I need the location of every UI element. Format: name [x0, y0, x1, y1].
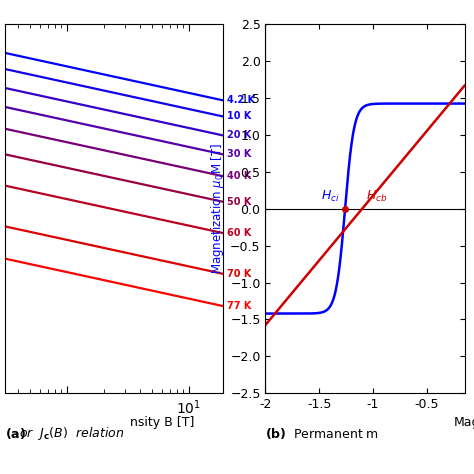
X-axis label: Magne: Magne: [454, 416, 474, 428]
X-axis label: nsity B [T]: nsity B [T]: [129, 416, 194, 428]
Text: 60 K: 60 K: [227, 228, 251, 238]
Text: $H_{ci}$: $H_{ci}$: [321, 189, 339, 204]
Text: 4.2 K: 4.2 K: [227, 95, 255, 105]
Text: 30 K: 30 K: [227, 149, 251, 159]
Text: 40 K: 40 K: [227, 171, 251, 181]
Text: 10 K: 10 K: [227, 111, 251, 121]
Text: $H_{cb}$: $H_{cb}$: [366, 189, 388, 204]
Text: 70 K: 70 K: [227, 269, 251, 279]
Text: $\mathbf{(b)}$  Permanent m: $\mathbf{(b)}$ Permanent m: [265, 426, 379, 441]
Y-axis label: Magnetization $\mu_0$M [T]: Magnetization $\mu_0$M [T]: [209, 143, 226, 274]
Text: 50 K: 50 K: [227, 197, 251, 207]
Text: or  $J_\mathbf{c}(B)$  relation: or $J_\mathbf{c}(B)$ relation: [19, 425, 124, 442]
Text: $\mathbf{(a)}$: $\mathbf{(a)}$: [5, 426, 26, 441]
Text: 20 K: 20 K: [227, 130, 251, 140]
Text: 77 K: 77 K: [227, 301, 251, 311]
